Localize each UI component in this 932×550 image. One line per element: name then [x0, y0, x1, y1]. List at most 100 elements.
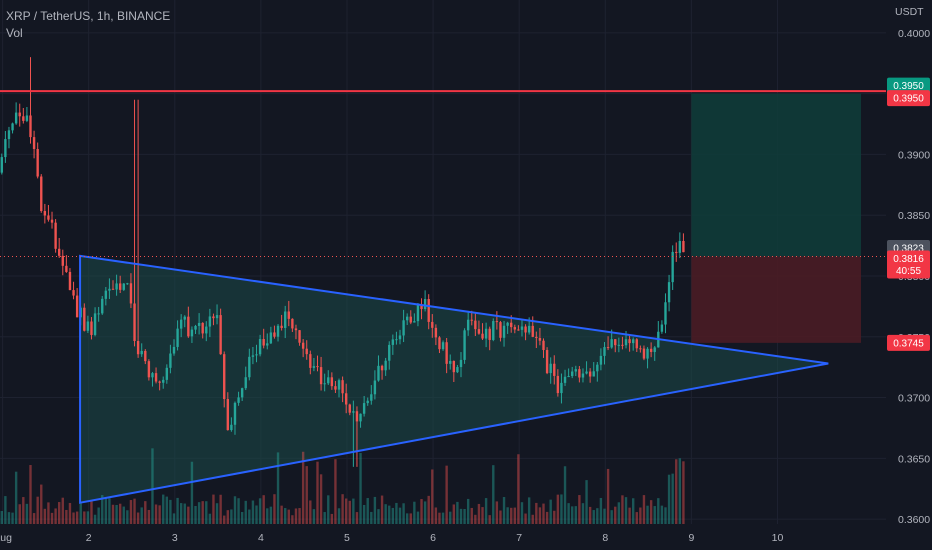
- volume-bar: [0, 511, 3, 524]
- volume-bar: [301, 451, 305, 524]
- candle-body: [248, 356, 251, 378]
- candle-body: [118, 283, 122, 290]
- price-tag-label: 0.3823: [893, 244, 924, 255]
- volume-bar: [169, 499, 172, 524]
- symbol-legend[interactable]: XRP / TetherUS, 1h, BINANCE: [6, 9, 171, 23]
- volume-bar: [258, 498, 262, 524]
- volume-bar: [162, 494, 165, 524]
- volume-bar: [144, 501, 147, 524]
- volume-bar: [632, 498, 635, 524]
- volume-bar: [510, 507, 513, 524]
- candle-body: [258, 339, 262, 355]
- candle-body: [18, 112, 21, 117]
- candle-body: [531, 325, 534, 337]
- volume-bar: [205, 501, 208, 524]
- candle-body: [571, 371, 574, 377]
- candle-body: [606, 347, 610, 349]
- volume-bar: [610, 510, 613, 524]
- candle-body: [603, 347, 606, 356]
- volume-bar: [585, 480, 588, 524]
- volume-bar: [660, 505, 664, 524]
- candle-body: [201, 322, 204, 334]
- volume-bar: [545, 511, 549, 524]
- candle-body: [567, 376, 570, 378]
- volume-legend[interactable]: Vol: [6, 26, 23, 40]
- candle-body: [233, 402, 237, 425]
- volume-bar: [488, 515, 491, 524]
- candle-body: [377, 365, 380, 381]
- price-tag-resistance: [887, 90, 930, 107]
- volume-bar: [240, 511, 244, 524]
- candle-body: [395, 339, 398, 341]
- candle-body: [649, 348, 653, 352]
- candle-body: [484, 328, 488, 339]
- candle-body: [513, 327, 516, 330]
- candle-body: [269, 332, 273, 344]
- candle-body: [495, 321, 499, 323]
- volume-bar: [319, 474, 323, 524]
- volume-bar: [413, 501, 416, 524]
- candle-body: [147, 361, 151, 378]
- candle-body: [556, 375, 560, 394]
- volume-bar: [58, 502, 61, 524]
- candle-body: [240, 388, 244, 398]
- time-tick-label: 5: [344, 532, 350, 544]
- candle-body: [287, 311, 290, 319]
- volume-bar: [345, 498, 348, 524]
- price-tick-label: 0.3900: [898, 149, 930, 161]
- volume-bar: [617, 502, 621, 524]
- candle-body: [72, 290, 75, 296]
- volume-bar: [305, 466, 308, 524]
- candle-body: [151, 373, 154, 378]
- price-tag-target: [887, 77, 930, 94]
- volume-bar: [664, 507, 667, 524]
- volume-bar: [470, 507, 473, 524]
- candle-body: [466, 319, 470, 331]
- volume-bar: [682, 461, 685, 524]
- candle-body: [122, 283, 125, 290]
- volume-bar: [588, 506, 592, 524]
- stop-loss-zone: [691, 256, 861, 343]
- candle-body: [262, 339, 265, 346]
- candle-body: [352, 411, 355, 413]
- price-tag-label: 40:55: [896, 266, 921, 277]
- volume-bar: [244, 500, 247, 524]
- volume-bar: [420, 499, 423, 524]
- volume-bar: [133, 498, 136, 524]
- volume-bar: [466, 498, 470, 524]
- volume-bar: [459, 508, 463, 524]
- volume-bar: [391, 507, 395, 524]
- candle-body: [470, 319, 473, 321]
- volume-bar: [563, 466, 567, 524]
- volume-bar: [388, 505, 391, 524]
- candle-body: [345, 393, 348, 405]
- volume-bar: [118, 503, 122, 524]
- candle-body: [190, 329, 194, 337]
- volume-bar: [129, 500, 133, 524]
- candle-body: [165, 367, 169, 380]
- volume-bar: [140, 507, 143, 524]
- volume-bar: [266, 508, 269, 524]
- candle-body: [678, 240, 682, 253]
- candle-body: [563, 376, 567, 383]
- candle-body: [97, 313, 100, 315]
- volume-bar: [201, 501, 204, 524]
- volume-bar: [405, 513, 409, 524]
- volume-bar: [291, 515, 294, 524]
- time-tick-label: 6: [430, 532, 436, 544]
- volume-bar: [427, 495, 430, 524]
- candle-body: [642, 348, 646, 359]
- volume-bar: [657, 498, 660, 524]
- time-tick-label: 8: [602, 532, 608, 544]
- candle-body: [179, 319, 183, 329]
- price-tick-label: 0.3650: [898, 453, 930, 465]
- volume-bar: [538, 507, 542, 524]
- volume-bar: [22, 497, 25, 524]
- volume-bar: [438, 512, 441, 524]
- candle-body: [477, 329, 481, 334]
- volume-bar: [287, 509, 290, 524]
- volume-bar: [25, 503, 29, 524]
- volume-bar: [108, 498, 111, 524]
